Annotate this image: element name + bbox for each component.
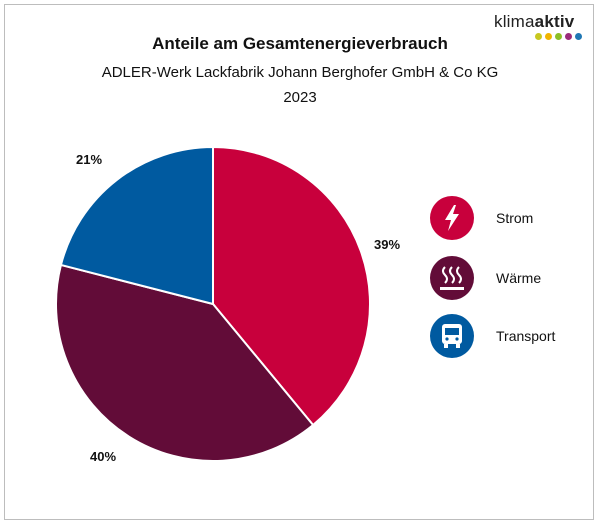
chart-title: Anteile am Gesamtenergieverbrauch [152,34,448,53]
legend-item-strom: Strom [430,196,533,240]
legend-label: Strom [496,210,534,226]
brand-dot [535,33,542,40]
legend-item-waerme: Wärme [430,256,541,300]
legend-label: Wärme [496,270,542,286]
heat-icon [430,256,474,300]
brand-dot [545,33,552,40]
data-label-strom: 39% [374,237,401,252]
brand-dots [535,33,582,40]
chart-year: 2023 [283,89,317,106]
pie-slice-waerme [55,263,315,462]
legend-item-transport: Transport [430,314,555,358]
brand-dot [575,33,582,40]
brand-logo: klimaaktiv [494,12,575,31]
legend-label: Transport [496,328,556,344]
lightning-icon [430,196,474,240]
bus-icon [430,314,474,358]
pie-slice-transport [59,145,214,306]
brand-dot [565,33,572,40]
data-label-waerme: 40% [90,449,117,464]
data-label-transport: 21% [76,152,103,167]
brand-dot [555,33,562,40]
chart-subtitle: ADLER-Werk Lackfabrik Johann Berghofer G… [101,64,499,81]
pie-slice-strom [212,145,371,427]
